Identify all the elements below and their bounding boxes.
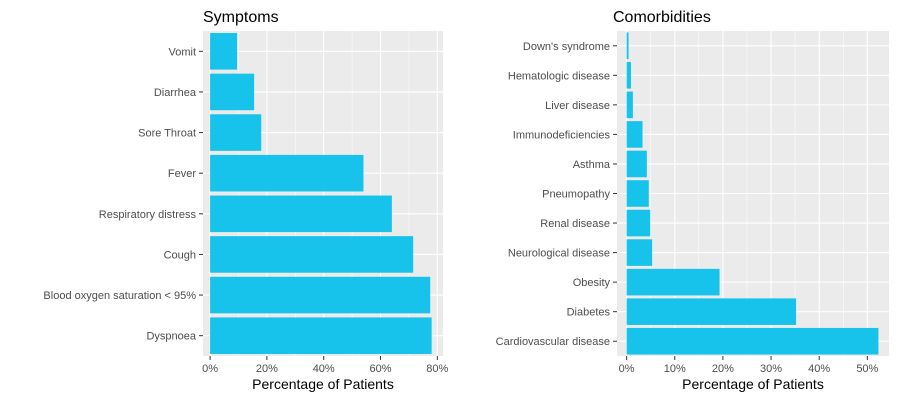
panel-symptoms: Dyspnoea Blood oxygen saturation < 95% Cou… (43, 9, 448, 392)
bar (210, 276, 431, 314)
chart-title: Comorbidities (613, 9, 711, 26)
y-tick-label: Hematologic disease (508, 70, 610, 82)
panel-comorbidities: Cardiovascular disease Diabetes Obesity Neu… (496, 9, 889, 392)
x-axis-title: Percentage of Patients (682, 376, 824, 392)
y-tick-label: Cardiovascular disease (496, 336, 610, 348)
bar (626, 121, 643, 148)
y-tick-label: Diarrhea (154, 87, 197, 99)
y-tick-label: Respiratory distress (99, 209, 197, 221)
bar (626, 298, 797, 325)
y-tick-label: Sore Throat (138, 128, 196, 140)
bar (210, 33, 238, 70)
x-tick-label: 80% (426, 363, 448, 375)
x-tick-label: 60% (369, 363, 391, 375)
x-tick-label: 50% (856, 363, 878, 375)
y-tick-label: Obesity (573, 277, 611, 289)
x-tick-label: 40% (808, 363, 830, 375)
x-tick-label: 30% (760, 363, 782, 375)
chart-title: Symptoms (203, 9, 279, 26)
x-tick-label: 0% (619, 363, 635, 375)
y-tick-label: Immunodeficiencies (513, 129, 611, 141)
bar (626, 209, 651, 237)
y-tick-label: Vomit (168, 46, 196, 58)
bar (626, 180, 649, 207)
bar (210, 73, 255, 111)
y-tick-label: Renal disease (540, 218, 610, 230)
x-tick-label: 10% (664, 363, 686, 375)
y-tick-label: Cough (164, 249, 196, 261)
bar (626, 327, 879, 355)
y-tick-label: Liver disease (545, 100, 610, 112)
y-tick-label: Diabetes (567, 307, 611, 319)
bar (210, 195, 392, 233)
bar (210, 236, 414, 273)
bar (626, 62, 631, 89)
bar (626, 91, 633, 119)
y-tick-label: Neurological disease (508, 248, 610, 260)
bar (210, 317, 432, 354)
bar (210, 114, 262, 151)
bar (210, 154, 364, 192)
x-tick-label: 20% (712, 363, 734, 375)
x-tick-label: 20% (256, 363, 278, 375)
bar (626, 268, 720, 296)
bar (626, 32, 629, 60)
y-tick-label: Fever (168, 168, 196, 180)
bar (626, 239, 653, 266)
x-axis-title: Percentage of Patients (252, 376, 394, 392)
x-tick-label: 0% (202, 363, 218, 375)
bar (626, 150, 647, 178)
y-tick-label: Asthma (573, 159, 611, 171)
y-tick-label: Blood oxygen saturation < 95% (43, 290, 196, 302)
x-tick-label: 40% (313, 363, 335, 375)
y-tick-label: Down's syndrome (523, 41, 610, 53)
y-tick-label: Pneumopathy (542, 189, 610, 201)
y-tick-label: Dyspnoea (146, 331, 196, 343)
